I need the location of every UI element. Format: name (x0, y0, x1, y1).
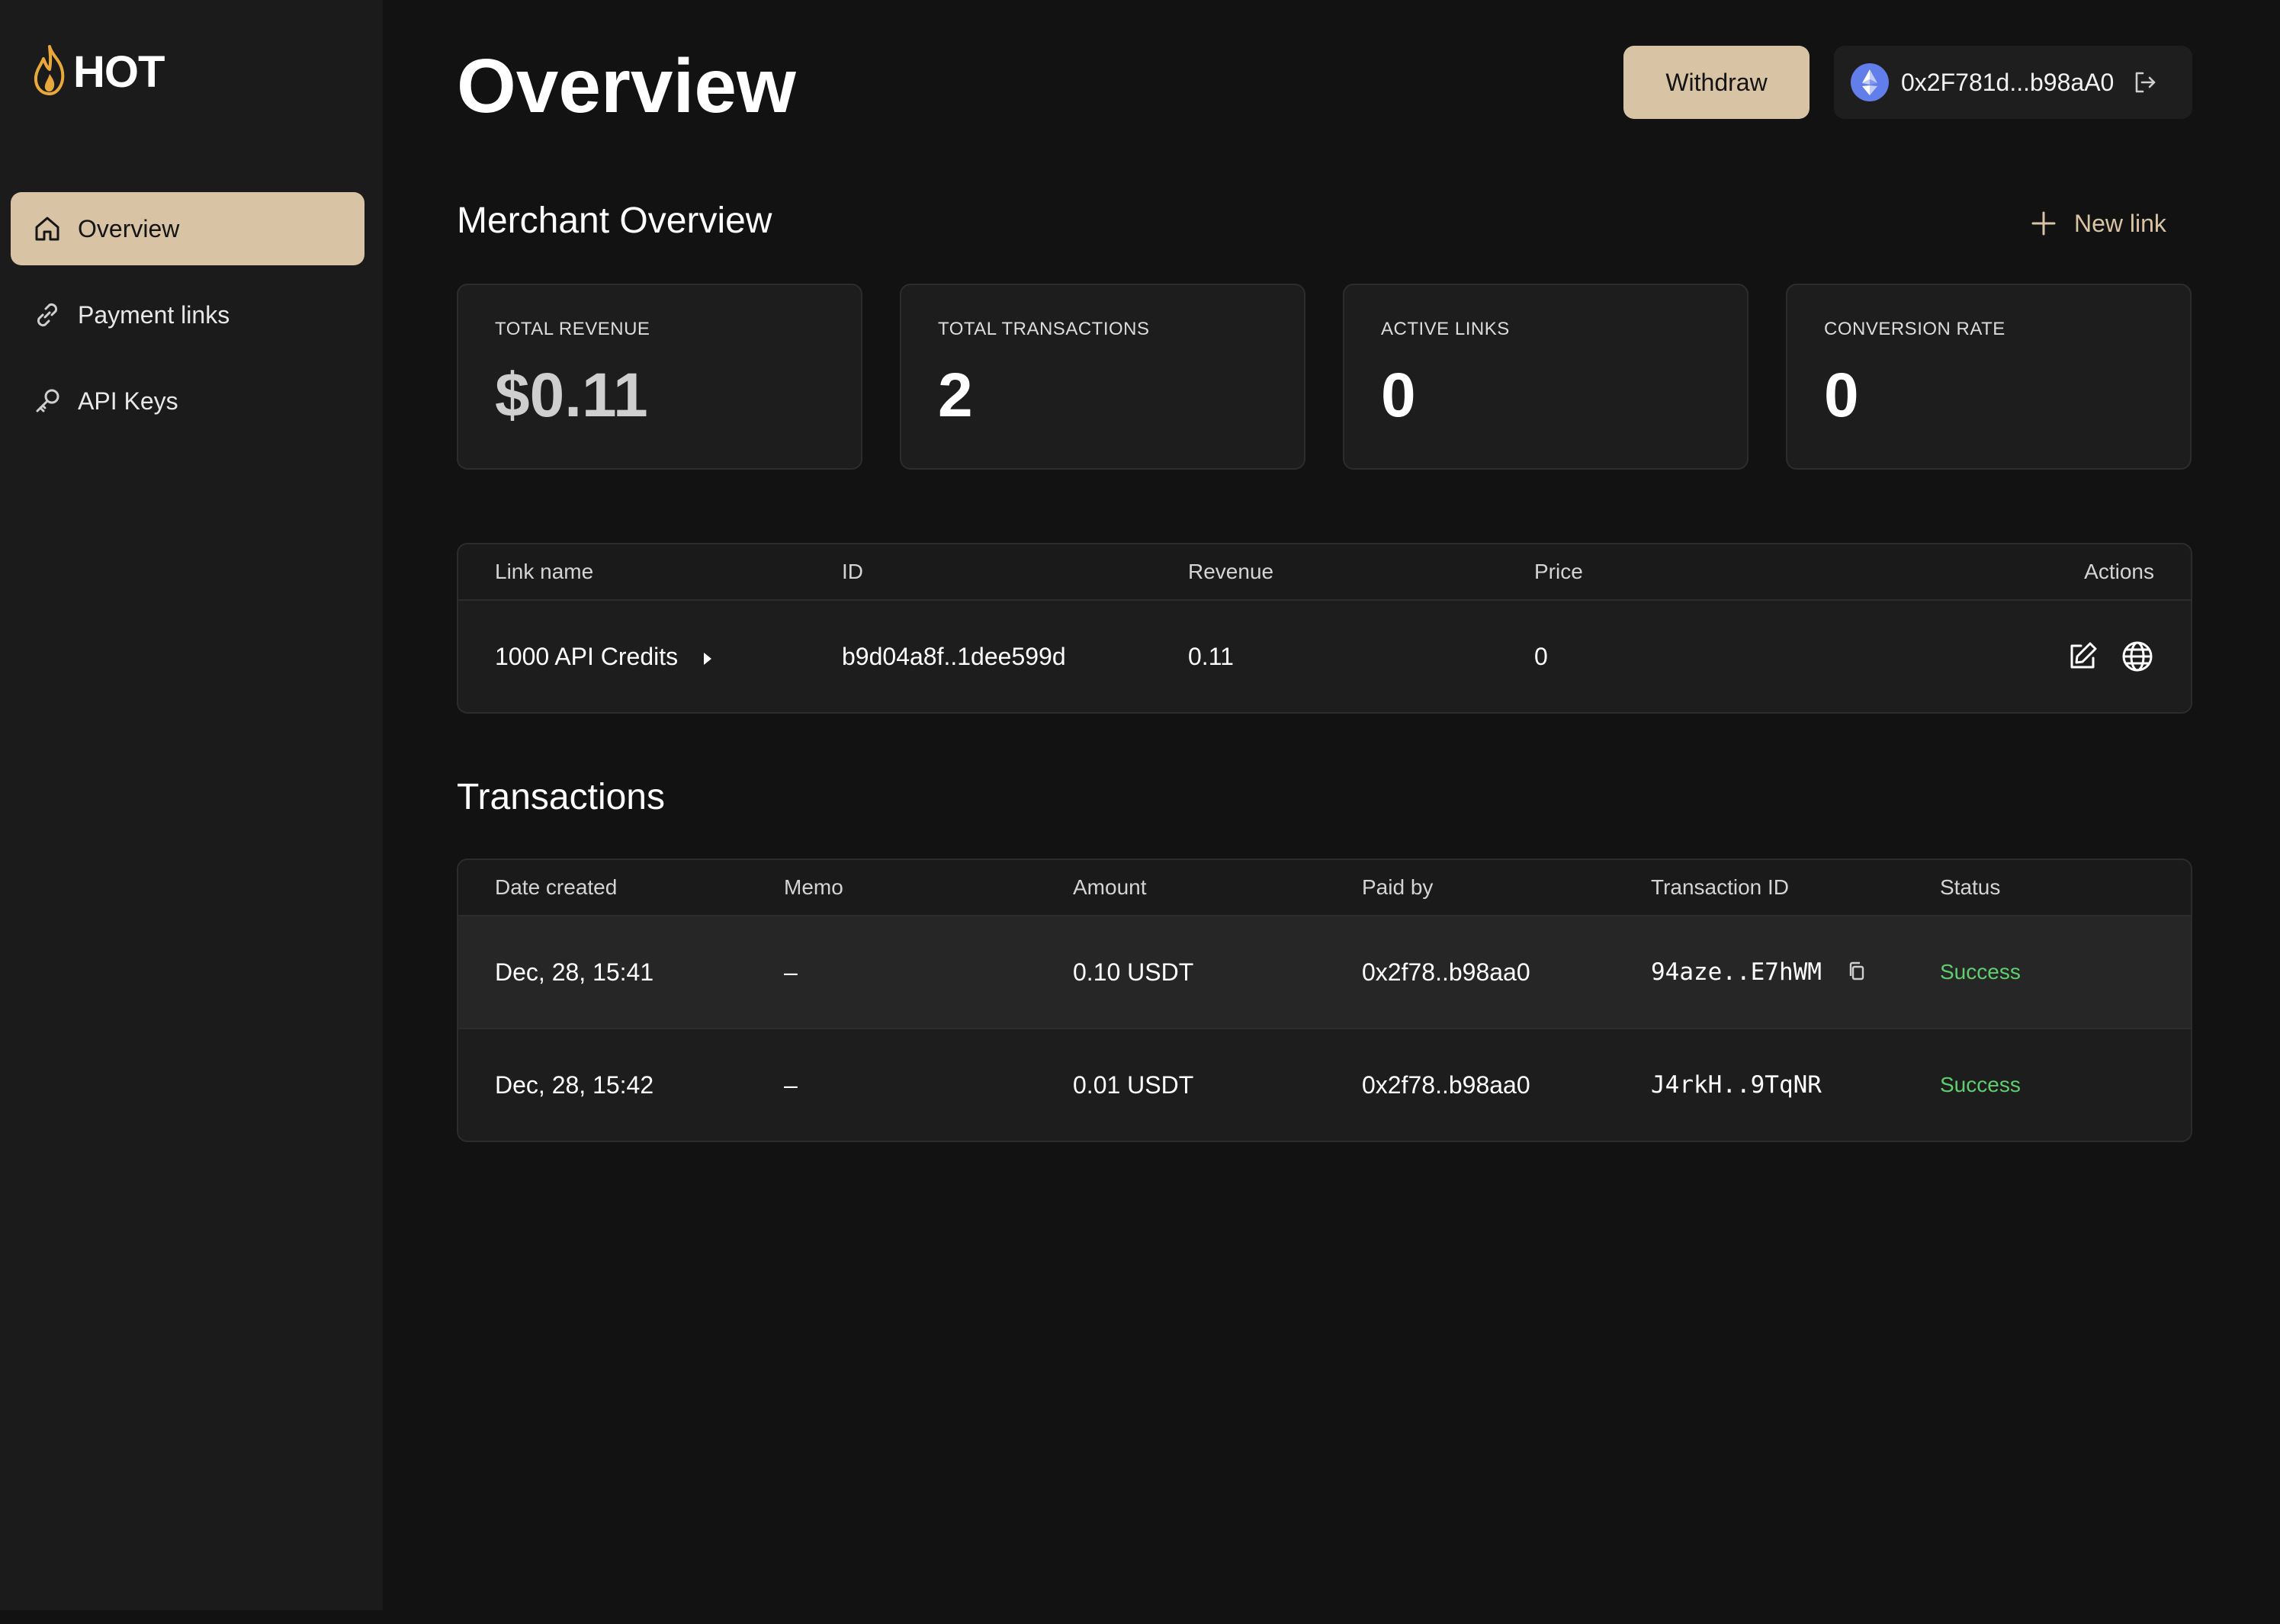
stat-label: ACTIVE LINKS (1381, 319, 1510, 339)
link-revenue: 0.11 (1188, 643, 1234, 670)
column-header: Amount (1073, 875, 1147, 899)
home-icon (32, 213, 63, 244)
column-header: Actions (2084, 560, 2154, 583)
tx-amount: 0.10 USDT (1073, 958, 1194, 986)
column-header: Date created (495, 875, 618, 899)
page-title: Overview (457, 43, 796, 129)
stat-label: TOTAL REVENUE (495, 319, 650, 339)
stat-card-total-revenue: TOTAL REVENUE $0.11 (457, 284, 862, 470)
wallet-account-button[interactable]: 0x2F781d...b98aA0 (1834, 46, 2192, 119)
tx-paid-by: 0x2f78..b98aa0 (1362, 958, 1530, 986)
link-icon (32, 300, 63, 330)
wallet-address: 0x2F781d...b98aA0 (1901, 68, 2115, 96)
stat-card-total-transactions: TOTAL TRANSACTIONS 2 (900, 284, 1305, 470)
stat-value: 2 (938, 361, 973, 430)
plus-icon (2031, 211, 2056, 236)
transactions-title: Transactions (457, 777, 665, 817)
sidebar-item-payment-links[interactable]: Payment links (11, 278, 364, 351)
table-row[interactable]: 1000 API Credits b9d04a8f..1dee599d 0.11… (458, 601, 2191, 712)
sidebar: HOT Overview Payment links API Keys (0, 0, 383, 1610)
tx-date: Dec, 28, 15:42 (495, 1071, 654, 1099)
column-header: Link name (495, 560, 594, 583)
key-icon (32, 386, 63, 416)
stat-value: $0.11 (495, 361, 648, 430)
globe-icon[interactable] (2121, 640, 2154, 673)
tx-date: Dec, 28, 15:41 (495, 958, 654, 986)
tx-id: 94aze..E7hWM (1651, 958, 1822, 986)
flame-icon (29, 43, 70, 101)
logout-icon[interactable] (2132, 69, 2158, 95)
transactions-table: Date created Memo Amount Paid by Transac… (457, 859, 2192, 1142)
link-name: 1000 API Credits (495, 643, 679, 670)
status-badge: Success (1940, 960, 2021, 984)
tx-memo: – (784, 1071, 798, 1099)
tx-id: J4rkH..9TqNR (1651, 1071, 1822, 1099)
stat-label: TOTAL TRANSACTIONS (938, 319, 1150, 339)
payment-links-table: Link name ID Revenue Price Actions 1000 … (457, 543, 2192, 714)
sidebar-item-label: Overview (78, 214, 180, 242)
stat-label: CONVERSION RATE (1824, 319, 2005, 339)
expand-caret-icon[interactable] (704, 652, 712, 665)
new-link-button[interactable]: New link (2030, 204, 2166, 242)
column-header: Memo (784, 875, 843, 899)
ethereum-icon (1851, 63, 1889, 101)
brand-name: HOT (73, 47, 165, 97)
stat-card-active-links: ACTIVE LINKS 0 (1343, 284, 1749, 470)
link-id: b9d04a8f..1dee599d (842, 643, 1066, 670)
copy-icon[interactable] (1846, 961, 1867, 982)
sidebar-item-label: API Keys (78, 387, 178, 415)
column-header: Paid by (1362, 875, 1434, 899)
link-price: 0 (1534, 643, 1548, 670)
tx-memo: – (784, 958, 798, 986)
sidebar-item-label: Payment links (78, 300, 230, 329)
merchant-overview-title: Merchant Overview (457, 201, 772, 241)
stat-value: 0 (1381, 361, 1416, 430)
column-header: Status (1940, 875, 2001, 899)
link-name-cell[interactable]: 1000 API Credits (495, 601, 712, 712)
sidebar-item-overview[interactable]: Overview (11, 192, 364, 265)
tx-paid-by: 0x2f78..b98aa0 (1362, 1071, 1530, 1099)
column-header: ID (842, 560, 863, 583)
stat-value: 0 (1824, 361, 1859, 430)
column-header: Price (1534, 560, 1583, 583)
table-row[interactable]: Dec, 28, 15:41 – 0.10 USDT 0x2f78..b98aa… (458, 916, 2191, 1029)
column-header: Transaction ID (1651, 875, 1790, 899)
table-row[interactable]: Dec, 28, 15:42 – 0.01 USDT 0x2f78..b98aa… (458, 1029, 2191, 1141)
table-header: Link name ID Revenue Price Actions (458, 544, 2191, 601)
main-content: Overview Withdraw 0x2F781d...b98aA0 Merc… (383, 0, 2280, 1624)
logo[interactable]: HOT (29, 43, 165, 101)
withdraw-button[interactable]: Withdraw (1623, 46, 1810, 119)
column-header: Revenue (1188, 560, 1274, 583)
stat-card-conversion-rate: CONVERSION RATE 0 (1786, 284, 2192, 470)
new-link-label: New link (2074, 209, 2166, 237)
status-badge: Success (1940, 1073, 2021, 1096)
sidebar-item-api-keys[interactable]: API Keys (11, 364, 364, 438)
table-header: Date created Memo Amount Paid by Transac… (458, 860, 2191, 916)
edit-icon[interactable] (2066, 640, 2099, 673)
tx-amount: 0.01 USDT (1073, 1071, 1194, 1099)
